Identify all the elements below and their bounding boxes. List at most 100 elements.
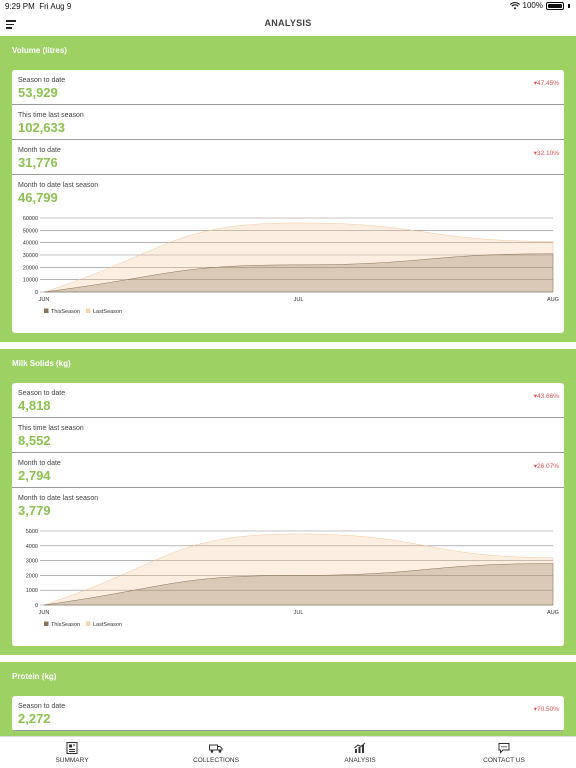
legend-label: LastSeason [93, 622, 122, 628]
y-tick-label: 3000 [26, 559, 38, 565]
y-tick-label: 5000 [26, 529, 38, 535]
volume-area-chart: 0 10000 20000 30000 40000 50000 60000 JUN JUL AUG… [23, 216, 559, 315]
tab-contact-us[interactable]: CONTACT US [432, 737, 576, 768]
tab-summary[interactable]: SUMMARY [0, 737, 144, 768]
protein-section: Protein (kg) Season to date 2,272 ▾70.50… [0, 662, 576, 736]
legend-label: LastSeason [93, 309, 122, 315]
tab-label: COLLECTIONS [193, 756, 239, 764]
legend-swatch [86, 308, 91, 313]
x-tick-label: JUL [294, 297, 304, 303]
stat-row: Month to date last season 3,779 [12, 488, 564, 523]
legend-swatch [44, 621, 49, 626]
stat-row: Month to date 31,776 ▾32.10% [12, 140, 564, 175]
y-tick-label: 0 [35, 290, 38, 296]
analysis-content[interactable]: Volume (litres) Season to date 53,929 ▾4… [0, 36, 576, 736]
stat-label: Month to date last season [18, 495, 99, 502]
battery-icon [546, 1, 564, 10]
stat-row: Month to date 2,794 ▾26.07% [12, 453, 564, 488]
stat-delta: ▾32.10% [533, 150, 559, 157]
y-tick-label: 20000 [23, 265, 38, 271]
volume-section: Volume (litres) Season to date 53,929 ▾4… [0, 36, 576, 342]
stat-row: Month to date last season 46,799 [12, 175, 564, 210]
milk-solids-area-chart: 0 1000 2000 3000 4000 5000 JUN JUL AUG ThisSeason… [26, 529, 559, 628]
tab-collections[interactable]: COLLECTIONS [144, 737, 288, 768]
app-header: ANALYSIS [0, 12, 576, 36]
chart-icon [354, 742, 366, 753]
legend-swatch [44, 308, 49, 313]
series-area-lastseason [43, 222, 554, 293]
milk-solids-section: Milk Solids (kg) Season to date 4,818 ▾4… [0, 349, 576, 655]
legend-label: ThisSeason [51, 622, 80, 628]
battery-cap [568, 3, 570, 8]
tab-label: ANALYSIS [344, 756, 376, 764]
stat-delta: ▾47.45% [533, 80, 559, 87]
stat-label: Month to date [18, 460, 61, 467]
y-tick-label: 1000 [26, 588, 38, 594]
protein-card: Season to date 2,272 ▾70.50% [12, 696, 564, 731]
y-tick-label: 60000 [23, 216, 38, 222]
stat-row: This time last season 102,633 [12, 105, 564, 140]
status-bar: 9:29 PM Fri Aug 9 100% [0, 0, 576, 12]
x-tick-label: JUN [39, 610, 50, 616]
section-title: Volume (litres) [12, 46, 67, 55]
stat-label: This time last season [18, 112, 84, 119]
stat-value: 31,776 [18, 155, 58, 170]
stat-row: Season to date 2,272 ▾70.50% [12, 696, 564, 731]
stat-label: This time last season [18, 425, 84, 432]
legend-label: ThisSeason [51, 309, 80, 315]
stat-value: 3,779 [18, 503, 51, 518]
stat-delta: ▾26.07% [533, 463, 559, 470]
y-tick-label: 10000 [23, 278, 38, 284]
wifi-icon [509, 1, 520, 9]
stat-row: Season to date 53,929 ▾47.45% [12, 70, 564, 105]
x-tick-label: JUN [39, 297, 50, 303]
stat-row: Season to date 4,818 ▾43.66% [12, 383, 564, 418]
tab-label: CONTACT US [483, 756, 525, 764]
stat-label: Season to date [18, 390, 66, 397]
y-tick-label: 30000 [23, 253, 38, 259]
stat-value: 46,799 [18, 190, 58, 205]
stat-label: Month to date last season [18, 182, 99, 189]
section-title: Protein (kg) [12, 672, 57, 681]
truck-icon [209, 744, 223, 753]
status-time: 9:29 PM Fri Aug 9 [5, 2, 72, 11]
tab-analysis[interactable]: ANALYSIS [288, 737, 432, 768]
y-tick-label: 2000 [26, 573, 38, 579]
volume-card: Season to date 53,929 ▾47.45% This time … [12, 70, 564, 333]
stat-delta: ▾43.66% [533, 393, 559, 400]
stat-label: Season to date [18, 77, 66, 84]
x-tick-label: AUG [547, 297, 559, 303]
y-tick-label: 0 [35, 603, 38, 609]
status-right: 100% [509, 1, 570, 10]
page-title: ANALYSIS [264, 18, 312, 28]
series-area-thisseason [43, 253, 554, 293]
stat-value: 2,272 [18, 711, 51, 726]
battery-percent: 100% [522, 1, 543, 10]
tab-bar: SUMMARY COLLECTIONS ANALYSIS CONTACT US [0, 736, 576, 768]
y-tick-label: 50000 [23, 228, 38, 234]
stat-value: 4,818 [18, 398, 51, 413]
stat-value: 8,552 [18, 433, 51, 448]
y-tick-label: 4000 [26, 544, 38, 550]
stat-row: This time last season 8,552 [12, 418, 564, 453]
legend-swatch [86, 621, 91, 626]
volume-chart: 0 10000 20000 30000 40000 50000 60000 JUN JUL AUG… [12, 210, 564, 333]
series-area-thisseason [43, 563, 554, 606]
stat-value: 102,633 [18, 120, 65, 135]
stat-delta: ▾70.50% [533, 706, 559, 713]
tab-label: SUMMARY [55, 756, 89, 764]
summary-icon [66, 741, 78, 754]
x-tick-label: AUG [547, 610, 559, 616]
x-tick-label: JUL [294, 610, 304, 616]
series-area-lastseason [43, 533, 554, 606]
section-title: Milk Solids (kg) [12, 359, 71, 368]
milk-solids-chart: 0 1000 2000 3000 4000 5000 JUN JUL AUG ThisSeason… [12, 523, 564, 646]
stat-label: Season to date [18, 703, 66, 710]
stat-value: 2,794 [18, 468, 51, 483]
stat-value: 53,929 [18, 85, 58, 100]
stat-label: Month to date [18, 147, 61, 154]
chat-icon [498, 742, 510, 754]
milk-solids-card: Season to date 4,818 ▾43.66% This time l… [12, 383, 564, 646]
menu-icon[interactable] [6, 20, 16, 29]
y-tick-label: 40000 [23, 241, 38, 247]
